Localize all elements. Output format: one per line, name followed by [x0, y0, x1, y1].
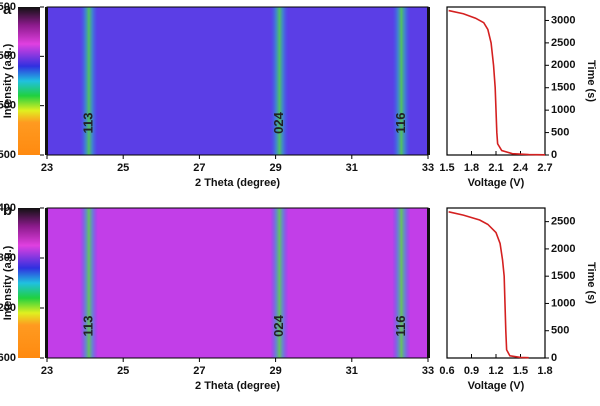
x-axis-label: Voltage (V) — [468, 380, 525, 392]
x-tick-label: 23 — [41, 162, 53, 174]
x-tick-label: 1.8 — [537, 365, 552, 377]
y-tick-label: 1500 — [551, 82, 575, 94]
panel-label: a — [3, 1, 12, 18]
colorbar-tick-label: 500 — [0, 1, 16, 13]
y-tick-label: 500 — [551, 325, 569, 337]
x-tick-label: 2.4 — [513, 162, 529, 174]
x-tick-label: 25 — [117, 162, 129, 174]
x-tick-label: 33 — [422, 162, 434, 174]
right-edge — [427, 7, 430, 155]
voltage-curve — [448, 211, 529, 359]
y-tick-label: 0 — [551, 149, 557, 161]
x-tick-label: 29 — [269, 365, 281, 377]
y-axis-label: Time (s) — [585, 262, 597, 304]
y-tick-label: 2500 — [551, 37, 575, 49]
colorbar — [18, 7, 40, 155]
left-edge — [45, 208, 48, 358]
y-tick-label: 1000 — [551, 297, 575, 309]
plot-frame — [446, 207, 546, 359]
colorbar-tick-label: 400 — [0, 202, 16, 214]
y-tick-label: 1500 — [551, 270, 575, 282]
x-tick-label: 29 — [269, 162, 281, 174]
x-tick-label: 2.1 — [488, 162, 503, 174]
y-tick-label: 0 — [551, 352, 557, 364]
y-tick-label: 2000 — [551, 243, 575, 255]
peak-label: 024 — [271, 111, 286, 133]
x-tick-label: 31 — [346, 162, 358, 174]
peak-stripe — [392, 208, 411, 358]
peak-stripe — [270, 7, 289, 155]
voltage-curve — [448, 9, 546, 156]
x-tick-label: 25 — [117, 365, 129, 377]
y-tick-label: 500 — [551, 126, 569, 138]
x-axis-label: 2 Theta (degree) — [195, 177, 280, 189]
x-tick-label: 31 — [346, 365, 358, 377]
left-edge — [45, 7, 48, 155]
y-tick-label: 1000 — [551, 104, 575, 116]
x-tick-label: 0.9 — [464, 365, 479, 377]
y-tick-label: 2500 — [551, 216, 575, 228]
peak-label: 116 — [393, 113, 408, 134]
x-axis-label: 2 Theta (degree) — [195, 380, 280, 392]
colorbar-tick-label: 1200 — [0, 302, 16, 314]
x-tick-label: 1.8 — [464, 162, 479, 174]
x-tick-label: 23 — [41, 365, 53, 377]
colorbar-tick-label: 3500 — [0, 149, 16, 161]
plot-frame — [446, 6, 546, 156]
peak-stripe — [270, 208, 289, 358]
x-tick-label: 33 — [422, 365, 434, 377]
colorbar-label: Intensity (a.u.) — [2, 245, 14, 320]
peak-label: 116 — [393, 316, 408, 337]
colorbar-tick-label: 1600 — [0, 352, 16, 364]
colorbar-tick-label: 1500 — [0, 50, 16, 62]
y-tick-label: 2000 — [551, 59, 575, 71]
peak-label: 024 — [271, 314, 286, 336]
colorbar-tick-label: 2500 — [0, 100, 16, 112]
x-tick-label: 2.7 — [537, 162, 552, 174]
peak-label: 113 — [80, 113, 95, 134]
peak-stripe — [79, 208, 98, 358]
right-edge — [427, 208, 430, 358]
y-axis-label: Time (s) — [585, 60, 597, 102]
x-tick-label: 27 — [193, 365, 205, 377]
peak-stripe — [392, 7, 411, 155]
x-axis-label: Voltage (V) — [468, 177, 525, 189]
peak-stripe — [79, 7, 98, 155]
y-tick-label: 3000 — [551, 14, 575, 26]
heatmap-background — [47, 208, 428, 358]
x-tick-label: 1.5 — [513, 365, 528, 377]
x-tick-label: 1.2 — [488, 365, 503, 377]
x-tick-label: 27 — [193, 162, 205, 174]
heatmap-background — [47, 7, 428, 155]
panel-label: b — [3, 202, 12, 219]
colorbar — [18, 208, 40, 358]
colorbar-tick-label: 800 — [0, 252, 16, 264]
colorbar-label: Intensity (a.u.) — [2, 43, 14, 118]
x-tick-label: 0.6 — [439, 365, 454, 377]
x-tick-label: 1.5 — [439, 162, 454, 174]
peak-label: 113 — [80, 316, 95, 337]
